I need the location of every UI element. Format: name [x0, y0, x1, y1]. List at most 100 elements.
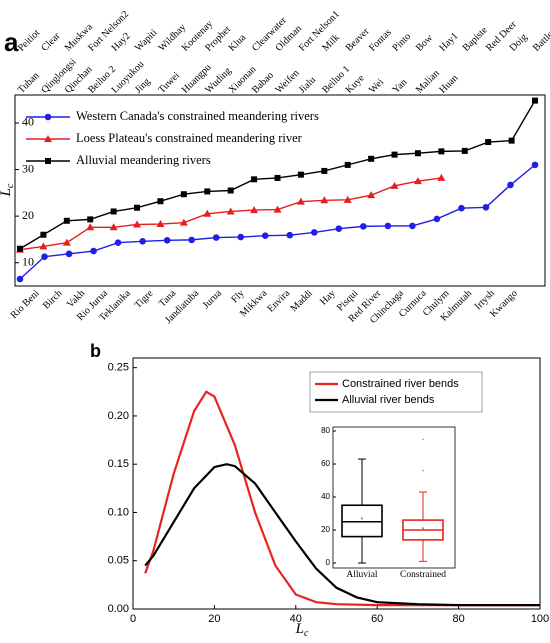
marker — [461, 147, 468, 154]
plot-frame — [14, 94, 546, 287]
box-label: Constrained — [400, 570, 446, 580]
legend-label: Alluvial meandering rivers — [76, 153, 211, 167]
marker — [413, 177, 422, 185]
marker — [16, 275, 24, 283]
marker — [508, 137, 515, 144]
marker — [458, 204, 465, 212]
marker — [63, 217, 70, 224]
marker — [438, 148, 445, 155]
marker — [414, 150, 421, 157]
marker — [344, 161, 351, 168]
marker — [391, 151, 398, 158]
category-label: Clear — [39, 30, 63, 54]
category-label: Milk — [320, 32, 342, 54]
marker — [109, 223, 118, 231]
marker — [163, 237, 171, 244]
marker — [203, 209, 212, 217]
marker — [343, 195, 352, 203]
marker — [133, 220, 142, 228]
category-label: Tuwei — [156, 70, 182, 96]
marker — [180, 191, 187, 198]
category-label: Malian — [414, 68, 442, 96]
marker — [485, 139, 492, 146]
marker — [226, 207, 235, 215]
marker — [482, 203, 490, 211]
marker — [62, 238, 71, 246]
marker — [320, 196, 329, 204]
y-tick-label: 0.15 — [108, 458, 129, 470]
box-label: Alluvial — [346, 570, 377, 580]
marker — [17, 245, 23, 252]
outlier — [422, 469, 424, 472]
marker — [531, 161, 539, 169]
category-label: Rio Beni — [9, 288, 42, 321]
category-label: Fontas — [367, 27, 394, 54]
marker — [157, 198, 164, 205]
category-label: Hay1 — [437, 31, 460, 54]
marker — [188, 236, 195, 244]
marker — [297, 171, 304, 178]
category-label: Jialu — [297, 75, 318, 96]
category-label: Tuban — [16, 70, 42, 96]
marker — [274, 174, 281, 181]
x-tick-label: 60 — [371, 613, 383, 625]
marker — [139, 237, 146, 245]
category-label: Fly — [229, 288, 246, 305]
marker — [433, 215, 441, 223]
marker — [87, 216, 94, 223]
category-label: Envira — [265, 288, 292, 315]
marker — [212, 234, 220, 241]
marker — [114, 239, 122, 246]
marker — [390, 181, 399, 189]
marker — [110, 208, 117, 215]
marker — [179, 218, 188, 226]
marker — [532, 97, 538, 104]
category-label: Maddi — [289, 288, 315, 314]
category-label: Yan — [391, 77, 410, 96]
marker — [368, 155, 375, 162]
category-label: Klua — [227, 32, 249, 54]
marker — [237, 233, 245, 241]
marker — [86, 223, 95, 231]
y-tick-label: 60 — [321, 459, 330, 468]
y-tick-label: 0.25 — [108, 362, 129, 374]
marker — [40, 231, 47, 238]
category-label: Wei — [367, 77, 386, 96]
legend-label: Loess Plateau's constrained meandering r… — [76, 131, 303, 145]
marker — [251, 176, 258, 183]
marker — [367, 191, 376, 199]
marker — [156, 220, 165, 228]
axis-label-main: L — [295, 621, 304, 637]
marker — [335, 225, 343, 232]
category-label: Tigre — [133, 288, 156, 311]
category-label: Bow — [414, 32, 436, 54]
marker — [360, 223, 367, 230]
x-tick-label: 100 — [531, 613, 549, 625]
legend-label: Alluvial river bends — [342, 394, 435, 406]
marker — [134, 204, 141, 211]
category-label: Doig — [508, 32, 530, 54]
series-line — [19, 164, 536, 280]
inset-frame — [332, 426, 456, 569]
y-tick-label: 20 — [22, 208, 34, 222]
category-label: Weifen — [273, 68, 301, 96]
category-label: Jurua — [201, 288, 224, 311]
marker — [39, 242, 48, 250]
category-label: Beaver — [344, 25, 372, 53]
marker — [384, 222, 392, 230]
axis-label: Lc — [295, 621, 309, 639]
y-tick-label: 20 — [321, 525, 330, 534]
axis-label-sub: c — [304, 628, 309, 639]
panel-label: b — [90, 341, 101, 361]
marker — [273, 205, 282, 213]
x-tick-label: 80 — [452, 613, 464, 625]
marker — [44, 113, 52, 121]
y-tick-label: 0.10 — [108, 506, 129, 518]
category-label: Battle — [531, 29, 550, 54]
marker — [409, 222, 416, 230]
marker — [44, 135, 52, 142]
panel-label: a — [4, 27, 19, 57]
category-label: Wapiti — [133, 27, 160, 54]
marker — [261, 232, 269, 239]
axis-label: Lc — [0, 183, 16, 197]
